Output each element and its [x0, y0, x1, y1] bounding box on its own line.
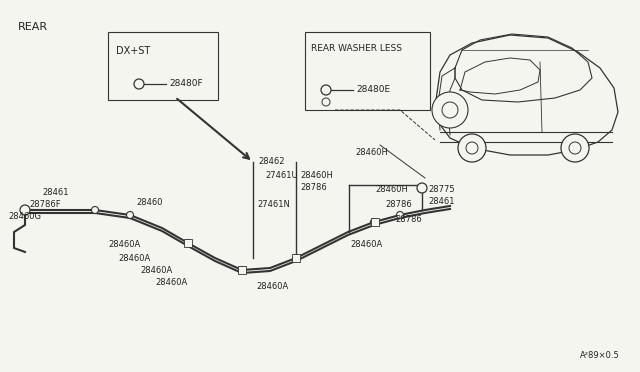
- Circle shape: [466, 142, 478, 154]
- Bar: [371, 218, 379, 226]
- Text: 28460A: 28460A: [350, 240, 382, 249]
- Text: 28480F: 28480F: [169, 80, 203, 89]
- Text: 28786: 28786: [300, 183, 327, 192]
- Text: 28460H: 28460H: [300, 171, 333, 180]
- Text: 28461: 28461: [42, 188, 68, 197]
- Text: 28460: 28460: [136, 198, 163, 207]
- Text: REAR WASHER LESS: REAR WASHER LESS: [311, 44, 402, 53]
- Text: 28462: 28462: [258, 157, 285, 166]
- Text: 28460G: 28460G: [8, 212, 41, 221]
- Text: 28460A: 28460A: [155, 278, 188, 287]
- Text: 28460A: 28460A: [256, 282, 288, 291]
- Circle shape: [239, 266, 246, 273]
- Text: 28460H: 28460H: [375, 185, 408, 194]
- Circle shape: [20, 205, 30, 215]
- Circle shape: [561, 134, 589, 162]
- Bar: [292, 254, 300, 262]
- Text: 28460A: 28460A: [140, 266, 172, 275]
- Circle shape: [569, 142, 581, 154]
- Text: 28461: 28461: [428, 197, 454, 206]
- Text: 27461U: 27461U: [265, 171, 298, 180]
- Text: 28786: 28786: [395, 215, 422, 224]
- Text: 28460A: 28460A: [118, 254, 150, 263]
- Circle shape: [371, 218, 378, 225]
- Text: REAR: REAR: [18, 22, 48, 32]
- Circle shape: [292, 254, 300, 262]
- Circle shape: [92, 206, 99, 214]
- Bar: [108, 32, 218, 100]
- Circle shape: [442, 102, 458, 118]
- Circle shape: [458, 134, 486, 162]
- Text: 28786: 28786: [385, 200, 412, 209]
- Text: DX+ST: DX+ST: [116, 46, 150, 56]
- Circle shape: [321, 85, 331, 95]
- Bar: [184, 239, 192, 247]
- Circle shape: [417, 183, 427, 193]
- Text: 28775: 28775: [428, 185, 454, 194]
- Text: 27461N: 27461N: [257, 200, 290, 209]
- Circle shape: [134, 79, 144, 89]
- Bar: [305, 32, 430, 110]
- Circle shape: [322, 98, 330, 106]
- Text: A²89×0.5: A²89×0.5: [580, 351, 620, 360]
- Circle shape: [184, 240, 191, 247]
- Text: 28480E: 28480E: [356, 86, 390, 94]
- Circle shape: [432, 92, 468, 128]
- Circle shape: [397, 212, 403, 218]
- Text: 28460A: 28460A: [108, 240, 140, 249]
- Circle shape: [127, 212, 134, 218]
- Bar: [238, 266, 246, 274]
- Text: 28786F: 28786F: [29, 200, 61, 209]
- Text: 28460H: 28460H: [355, 148, 388, 157]
